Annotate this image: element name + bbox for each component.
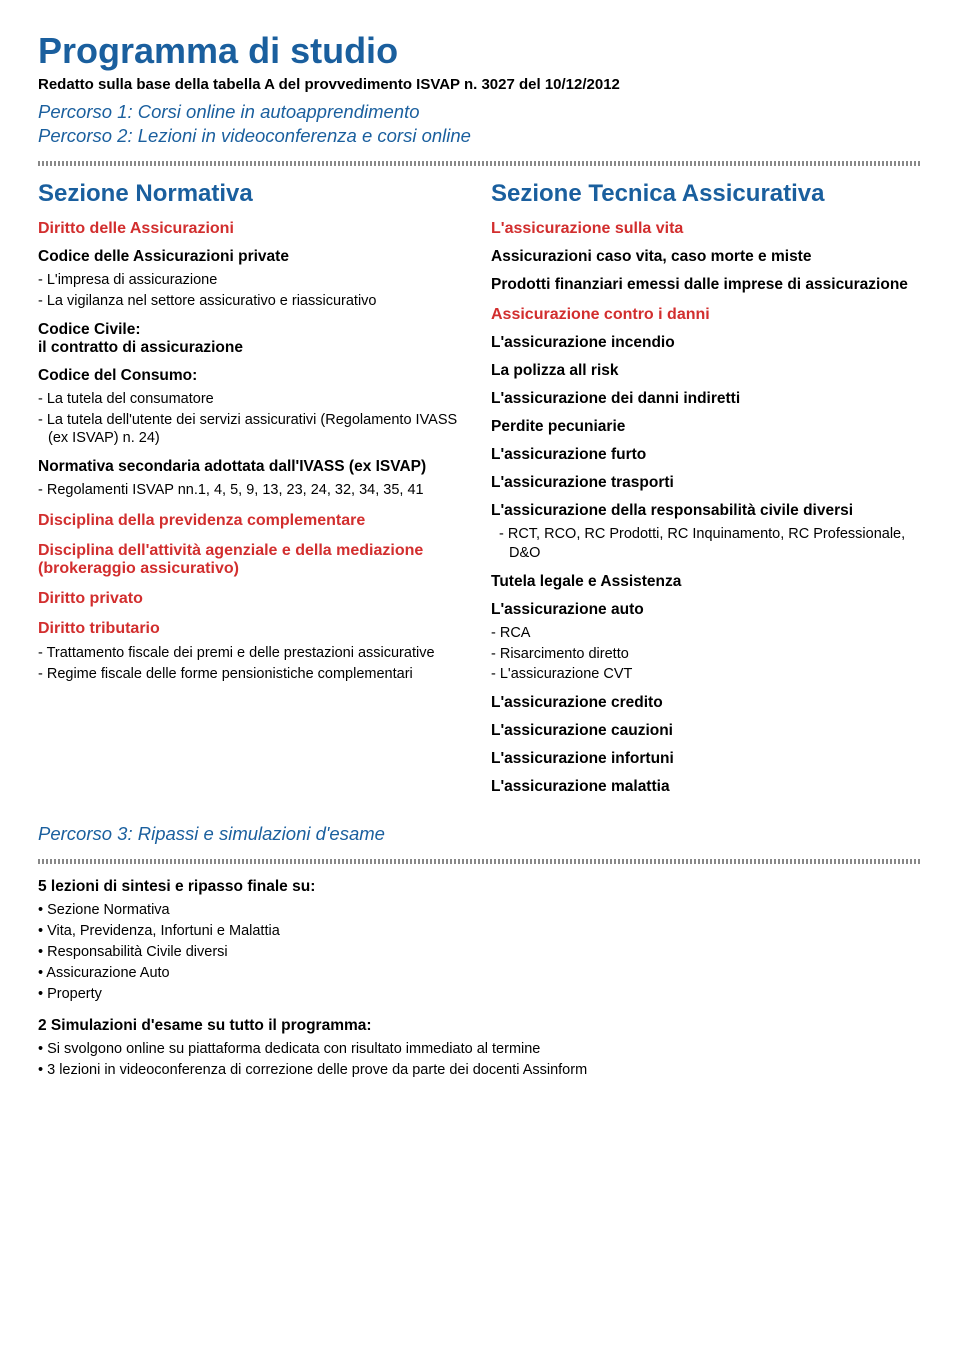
black-heading: Prodotti finanziari emessi dalle imprese… <box>491 276 922 294</box>
bullet-item: • Assicurazione Auto <box>38 964 922 983</box>
percorso-2: Percorso 2: Lezioni in videoconferenza e… <box>38 125 922 147</box>
section-title-right: Sezione Tecnica Assicurativa <box>491 180 922 208</box>
black-heading: L'assicurazione della responsabilità civ… <box>491 502 922 520</box>
list-item: - RCT, RCO, RC Prodotti, RC Inquinamento… <box>491 525 922 563</box>
divider <box>38 161 922 166</box>
percorso-1: Percorso 1: Corsi online in autoapprendi… <box>38 101 922 123</box>
list-item: - RCA <box>491 624 922 643</box>
main-title: Programma di studio <box>38 30 922 72</box>
percorso-3: Percorso 3: Ripassi e simulazioni d'esam… <box>38 823 922 845</box>
list-item: - Risarcimento diretto <box>491 645 922 664</box>
black-heading: L'assicurazione trasporti <box>491 474 922 492</box>
bullet-item: • Responsabilità Civile diversi <box>38 943 922 962</box>
black-heading: L'assicurazione malattia <box>491 778 922 796</box>
black-heading: 2 Simulazioni d'esame su tutto il progra… <box>38 1017 922 1035</box>
section-title-left: Sezione Normativa <box>38 180 469 208</box>
header: Programma di studio Redatto sulla base d… <box>38 30 922 147</box>
black-heading: L'assicurazione auto <box>491 601 922 619</box>
red-heading: L'assicurazione sulla vita <box>491 220 922 238</box>
black-heading: L'assicurazione credito <box>491 694 922 712</box>
black-heading: Codice Civile: <box>38 321 469 339</box>
black-heading: Tutela legale e Assistenza <box>491 573 922 591</box>
right-column: Sezione Tecnica Assicurativa L'assicuraz… <box>491 180 922 801</box>
red-heading: Diritto privato <box>38 590 469 608</box>
black-heading: Codice del Consumo: <box>38 367 469 385</box>
bullet-item: • Si svolgono online su piattaforma dedi… <box>38 1040 922 1059</box>
red-heading: Diritto tributario <box>38 620 469 638</box>
list-item: - La tutela dell'utente dei servizi assi… <box>38 411 469 449</box>
list-item: - Regolamenti ISVAP nn.1, 4, 5, 9, 13, 2… <box>38 481 469 500</box>
black-heading: Normativa secondaria adottata dall'IVASS… <box>38 458 469 476</box>
red-heading: Diritto delle Assicurazioni <box>38 220 469 238</box>
black-heading: il contratto di assicurazione <box>38 339 469 357</box>
black-heading: L'assicurazione cauzioni <box>491 722 922 740</box>
black-heading: L'assicurazione furto <box>491 446 922 464</box>
black-heading: L'assicurazione incendio <box>491 334 922 352</box>
list-item: - La vigilanza nel settore assicurativo … <box>38 292 469 311</box>
divider <box>38 859 922 864</box>
bullet-item: • 3 lezioni in videoconferenza di correz… <box>38 1061 922 1080</box>
black-heading: Perdite pecuniarie <box>491 418 922 436</box>
bullet-item: • Sezione Normativa <box>38 901 922 920</box>
red-heading: Assicurazione contro i danni <box>491 306 922 324</box>
left-column: Sezione Normativa Diritto delle Assicura… <box>38 180 469 801</box>
black-heading: L'assicurazione dei danni indiretti <box>491 390 922 408</box>
bullet-item: • Vita, Previdenza, Infortuni e Malattia <box>38 922 922 941</box>
black-heading: Assicurazioni caso vita, caso morte e mi… <box>491 248 922 266</box>
red-heading: Disciplina della previdenza complementar… <box>38 512 469 530</box>
list-item: - L'impresa di assicurazione <box>38 271 469 290</box>
bottom-section: 5 lezioni di sintesi e ripasso finale su… <box>38 878 922 1080</box>
red-heading: Disciplina dell'attività agenziale e del… <box>38 542 469 578</box>
list-item: - La tutela del consumatore <box>38 390 469 409</box>
list-item: - L'assicurazione CVT <box>491 665 922 684</box>
subtitle: Redatto sulla base della tabella A del p… <box>38 76 922 93</box>
columns: Sezione Normativa Diritto delle Assicura… <box>38 180 922 801</box>
list-item: - Trattamento fiscale dei premi e delle … <box>38 644 469 663</box>
black-heading: Codice delle Assicurazioni private <box>38 248 469 266</box>
black-heading: La polizza all risk <box>491 362 922 380</box>
bullet-item: • Property <box>38 985 922 1004</box>
black-heading: L'assicurazione infortuni <box>491 750 922 768</box>
black-heading: 5 lezioni di sintesi e ripasso finale su… <box>38 878 922 896</box>
list-item: - Regime fiscale delle forme pensionisti… <box>38 665 469 684</box>
